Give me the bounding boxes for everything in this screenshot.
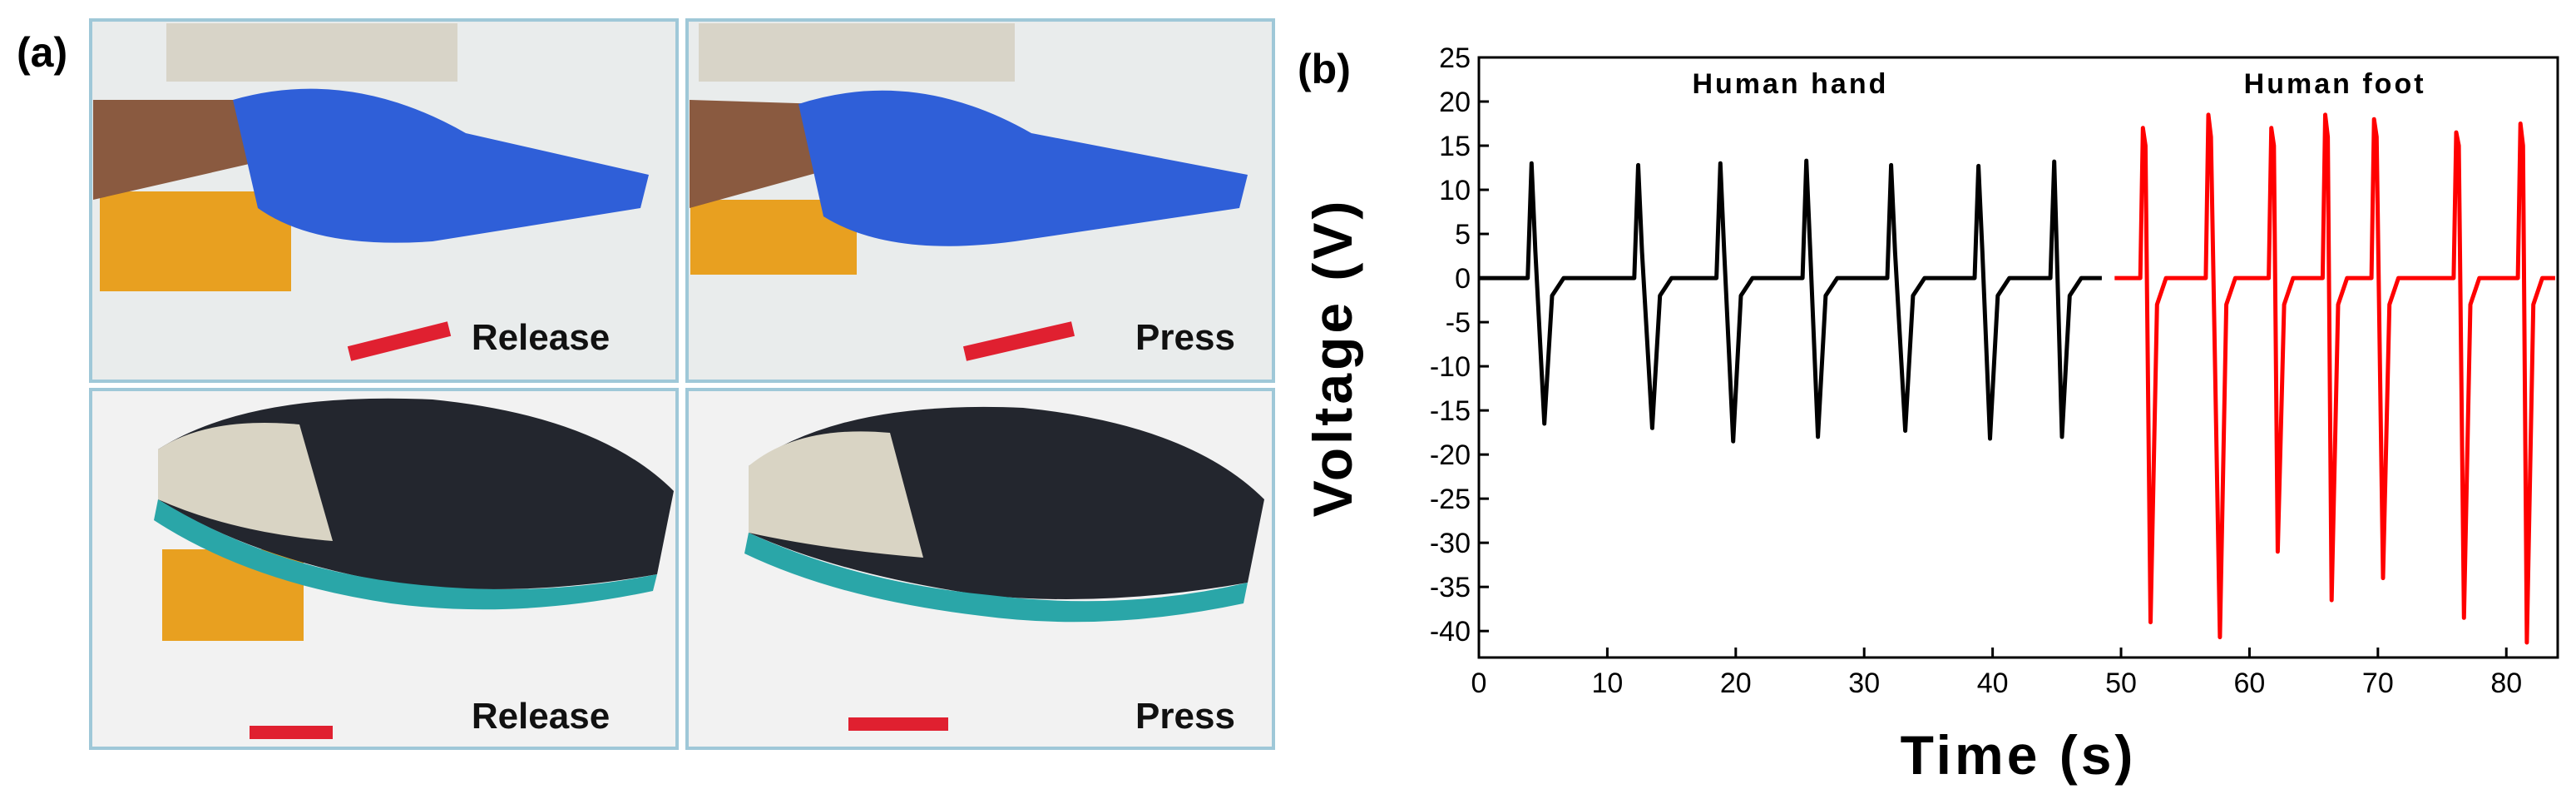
y-tick-label: -5 [1446,307,1471,339]
y-axis-label: Voltage (V) [1302,198,1363,518]
series-line [1479,158,2102,444]
y-tick-label: -25 [1430,484,1471,515]
x-tick-label: 60 [2234,667,2266,699]
x-tick-label: 10 [1591,667,1623,699]
y-tick-label: -15 [1430,395,1471,427]
panel-label: (a) [17,29,67,76]
glove [799,90,1248,246]
x-tick-label: 0 [1471,667,1487,699]
y-tick-label: 0 [1455,263,1471,295]
y-tick-label: -35 [1430,572,1471,603]
x-axis-label: Time (s) [1901,724,2137,786]
x-tick-label: 50 [2105,667,2137,699]
shoe-sole [744,533,1248,623]
series-line [2114,112,2555,645]
y-tick-label: 15 [1439,131,1471,162]
photo-caption: Press [1135,317,1235,358]
shoe-heel [749,431,923,558]
arm [690,100,840,208]
series-annotation: Human hand [1692,68,1888,100]
breadboard [699,23,1015,82]
y-tick-label: -10 [1430,351,1471,383]
photo-grid [89,18,1275,750]
clip [347,321,452,361]
shoe-sole [154,499,657,610]
breadboard [166,23,457,82]
x-tick-label: 30 [1848,667,1880,699]
y-tick-label: -40 [1430,616,1471,648]
glove [233,88,649,243]
y-tick-label: 25 [1439,42,1471,74]
photo-caption: Release [472,696,610,737]
y-tick-label: 20 [1439,87,1471,118]
series-annotation: Human foot [2244,68,2426,100]
panel-label: (b) [1298,46,1351,92]
clip [962,321,1075,361]
plot-frame [1477,56,2559,659]
x-tick-label: 20 [1720,667,1752,699]
x-tick-label: 40 [1977,667,2009,699]
photo-caption: Release [472,317,610,358]
y-tick-label: 10 [1439,175,1471,206]
x-tick-label: 70 [2362,667,2394,699]
x-tick-label: 80 [2490,667,2522,699]
y-tick-label: 5 [1455,219,1471,251]
y-tick-label: -30 [1430,528,1471,559]
arm [93,100,274,200]
photo-caption: Press [1135,696,1235,737]
shoe-heel [158,423,333,541]
y-tick-label: -20 [1430,439,1471,471]
